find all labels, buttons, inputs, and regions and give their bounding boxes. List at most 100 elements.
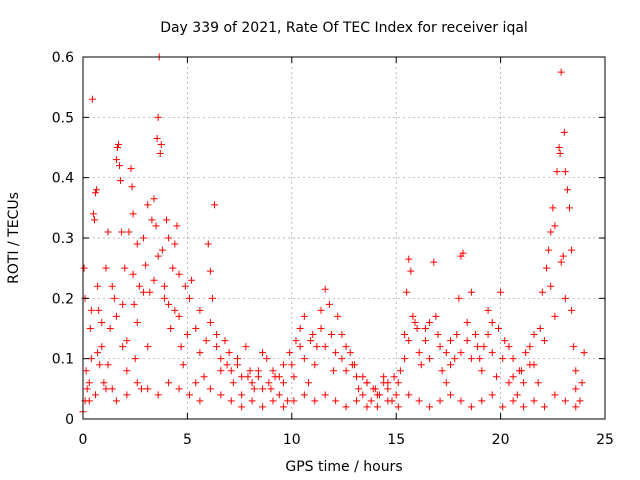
- data-point: [152, 222, 160, 230]
- data-point: [133, 318, 141, 326]
- data-point: [556, 150, 564, 158]
- data-point: [534, 379, 542, 387]
- data-point: [211, 201, 219, 209]
- data-point: [484, 331, 492, 339]
- data-point: [560, 128, 568, 136]
- data-point: [200, 373, 208, 381]
- data-point: [108, 385, 116, 393]
- data-point: [112, 156, 120, 164]
- data-point: [89, 210, 97, 218]
- data-point: [467, 403, 475, 411]
- data-point: [572, 403, 580, 411]
- data-point: [325, 300, 333, 308]
- data-point: [238, 403, 246, 411]
- data-point: [327, 331, 335, 339]
- data-point: [87, 355, 95, 363]
- data-point: [488, 318, 496, 326]
- data-point: [478, 397, 486, 405]
- data-point: [480, 343, 488, 351]
- data-point: [321, 285, 329, 293]
- x-axis-label: GPS time / hours: [285, 459, 402, 475]
- data-point: [279, 361, 287, 369]
- data-point: [94, 282, 102, 290]
- data-point: [123, 391, 131, 399]
- data-point: [275, 373, 283, 381]
- data-point: [570, 343, 578, 351]
- data-point: [411, 318, 419, 326]
- data-point: [238, 373, 246, 381]
- data-point: [492, 373, 500, 381]
- data-point: [192, 325, 200, 332]
- data-point: [453, 331, 461, 339]
- data-point: [474, 343, 482, 351]
- data-point: [123, 337, 131, 345]
- data-point: [123, 367, 131, 375]
- data-point: [300, 312, 308, 320]
- data-point: [305, 379, 313, 387]
- data-point: [165, 379, 173, 387]
- data-point: [476, 355, 484, 363]
- data-point: [82, 367, 90, 375]
- data-point: [384, 397, 392, 405]
- data-point: [175, 270, 183, 278]
- x-tick-label: 0: [79, 432, 88, 448]
- data-point: [392, 391, 400, 399]
- data-point: [265, 379, 273, 387]
- y-axis-label: ROTI / TECUs: [6, 192, 22, 284]
- data-point: [561, 397, 569, 405]
- data-point: [213, 331, 221, 339]
- data-point: [150, 276, 158, 284]
- data-point: [394, 379, 402, 387]
- data-point: [165, 300, 173, 308]
- data-point: [119, 300, 127, 308]
- data-point: [405, 337, 413, 345]
- data-point: [206, 267, 214, 275]
- data-point: [128, 183, 136, 191]
- data-point: [275, 391, 283, 399]
- data-point: [114, 140, 122, 148]
- data-point: [401, 355, 409, 363]
- data-point: [112, 312, 120, 320]
- data-point: [86, 325, 94, 332]
- y-tick-label: 0: [65, 412, 74, 428]
- data-point: [342, 343, 350, 351]
- data-point: [311, 397, 319, 405]
- data-point: [509, 397, 517, 405]
- data-point: [92, 189, 100, 197]
- data-point: [332, 397, 340, 405]
- data-point: [153, 134, 161, 142]
- data-point: [196, 397, 204, 405]
- data-point: [467, 288, 475, 296]
- data-point: [467, 355, 475, 363]
- data-point: [403, 288, 411, 296]
- data-point: [580, 349, 588, 357]
- data-point: [175, 385, 183, 393]
- data-point: [88, 95, 96, 103]
- data-point: [110, 294, 118, 302]
- data-point: [332, 349, 340, 357]
- data-point: [234, 361, 242, 369]
- data-point: [158, 246, 166, 254]
- data-point: [181, 282, 189, 290]
- data-point: [98, 318, 106, 326]
- data-point: [213, 343, 221, 351]
- data-point: [457, 397, 465, 405]
- data-point: [234, 355, 242, 363]
- data-point: [551, 312, 559, 320]
- data-point: [495, 325, 503, 332]
- data-point: [557, 68, 565, 76]
- data-point: [140, 288, 148, 296]
- data-point: [92, 391, 100, 399]
- data-point: [269, 367, 277, 375]
- data-point: [290, 373, 298, 381]
- data-point: [547, 282, 555, 290]
- data-point: [250, 385, 258, 393]
- data-point: [135, 282, 143, 290]
- data-point: [244, 373, 252, 381]
- x-axis-tick-labels: 0 5 10 15 20 25: [79, 432, 614, 448]
- data-point: [254, 367, 262, 375]
- data-point: [267, 385, 275, 393]
- data-point: [296, 325, 304, 332]
- data-point: [415, 349, 423, 357]
- data-point: [545, 246, 553, 254]
